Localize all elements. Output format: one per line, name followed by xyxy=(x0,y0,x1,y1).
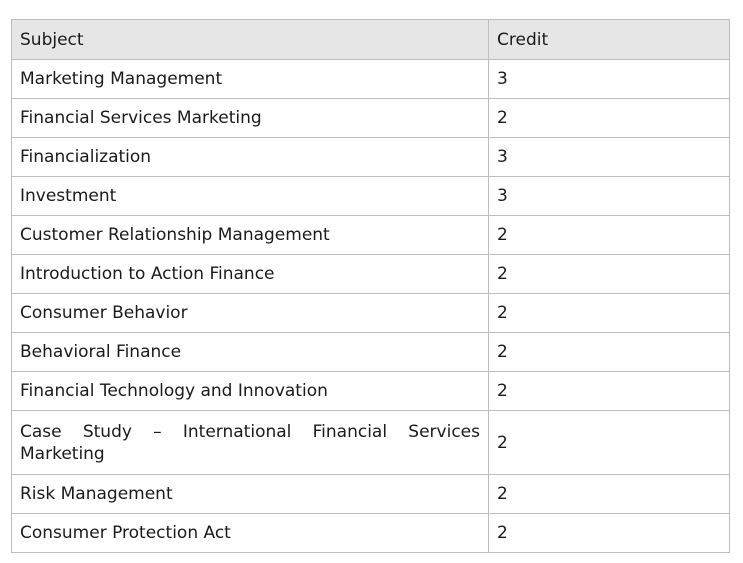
credit-cell: 2 xyxy=(488,474,730,514)
table-row: Customer Relationship Management 2 xyxy=(11,215,730,255)
credit-cell: 2 xyxy=(488,410,730,475)
subject-cell: Financialization xyxy=(11,137,489,177)
subject-cell: Consumer Protection Act xyxy=(11,513,489,553)
subject-credit-table: Subject Credit Marketing Management 3 Fi… xyxy=(11,19,730,553)
credit-cell: 3 xyxy=(488,59,730,99)
credit-cell: 2 xyxy=(488,254,730,294)
table-row: Introduction to Action Finance 2 xyxy=(11,254,730,294)
credit-cell: 2 xyxy=(488,98,730,138)
credit-cell: 2 xyxy=(488,332,730,372)
table-row: Marketing Management 3 xyxy=(11,59,730,99)
subject-cell: Consumer Behavior xyxy=(11,293,489,333)
table-row: Case Study – International Financial Ser… xyxy=(11,410,730,475)
credit-cell: 2 xyxy=(488,371,730,411)
subject-cell: Behavioral Finance xyxy=(11,332,489,372)
subject-cell: Customer Relationship Management xyxy=(11,215,489,255)
table-row: Financial Technology and Innovation 2 xyxy=(11,371,730,411)
subject-column-header: Subject xyxy=(11,19,489,60)
credit-cell: 2 xyxy=(488,215,730,255)
table-row: Risk Management 2 xyxy=(11,474,730,514)
subject-cell: Marketing Management xyxy=(11,59,489,99)
table-row: Behavioral Finance 2 xyxy=(11,332,730,372)
subject-cell: Financial Services Marketing xyxy=(11,98,489,138)
credit-cell: 2 xyxy=(488,293,730,333)
table-row: Consumer Behavior 2 xyxy=(11,293,730,333)
subject-cell: Introduction to Action Finance xyxy=(11,254,489,294)
credit-cell: 3 xyxy=(488,137,730,177)
credit-cell: 2 xyxy=(488,513,730,553)
table-row: Financialization 3 xyxy=(11,137,730,177)
header-row: Subject Credit xyxy=(11,19,730,60)
table-row: Investment 3 xyxy=(11,176,730,216)
table-row: Financial Services Marketing 2 xyxy=(11,98,730,138)
table-header: Subject Credit xyxy=(11,19,730,60)
subject-cell: Case Study – International Financial Ser… xyxy=(11,410,489,475)
subject-cell: Financial Technology and Innovation xyxy=(11,371,489,411)
credit-cell: 3 xyxy=(488,176,730,216)
table-row: Consumer Protection Act 2 xyxy=(11,513,730,553)
credit-column-header: Credit xyxy=(488,19,730,60)
subject-cell: Risk Management xyxy=(11,474,489,514)
subject-cell: Investment xyxy=(11,176,489,216)
table-body: Marketing Management 3 Financial Service… xyxy=(11,59,730,553)
